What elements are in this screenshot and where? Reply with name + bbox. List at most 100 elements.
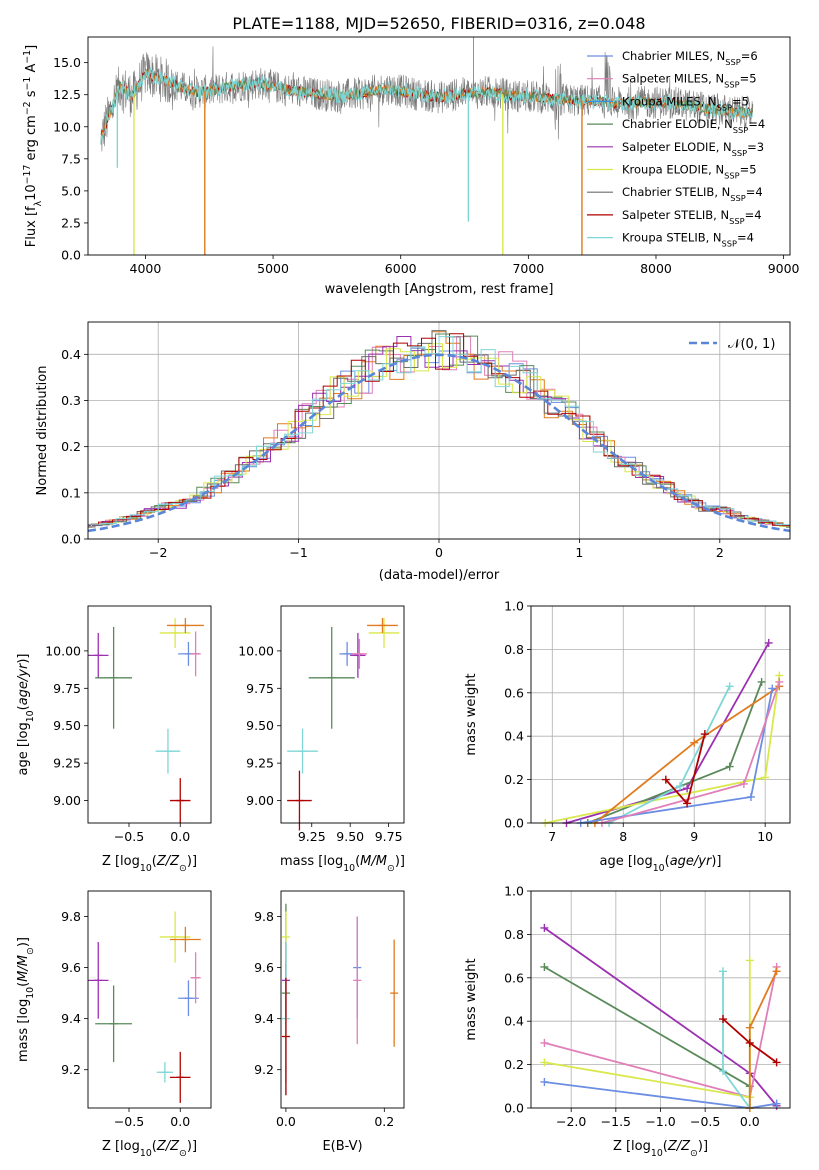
y-tick-label: 0.8 [504,927,524,942]
data-point [390,939,399,1047]
plus-marker [683,799,692,808]
data-point [88,632,109,678]
series-line [545,675,781,824]
x-tick-label: 8000 [640,261,672,276]
x-tick-label: 2 [716,545,724,560]
plus-marker [700,730,709,739]
data-point [156,1062,174,1083]
y-tick-label: 0.0 [504,1101,524,1116]
x-tick-label: 0 [435,545,443,560]
y-tick-label: 0.0 [61,248,81,263]
y-axis-label: Flux [fλ10−17 erg cm−2 s−1 A−1] [22,45,44,247]
y-tick-label: 5.0 [61,183,81,198]
x-tick-label: 0.2 [374,1114,394,1129]
axes-frame [530,605,791,824]
histogram-plot-area [88,330,790,533]
data-point [170,1051,191,1103]
x-tick-label: 0.0 [170,829,190,844]
x-tick-label: 5000 [257,261,289,276]
y-tick-label: 7.5 [61,151,81,166]
data-point [367,617,398,633]
plus-marker [772,1099,781,1108]
legend-label: Chabrier MILES, NSSP=6 [622,49,758,67]
panel-mass_vs_Z: −0.5 0.0 9.2 9.4 9.6 9.8 Z [log10(Z/Z⊙)] mass [… [16,890,212,1159]
y-tick-label: 9.6 [254,960,274,975]
y-tick-label: 0.6 [504,970,524,985]
y-tick-label: 0.2 [61,439,81,454]
x-tick-label: 0.0 [740,1114,760,1129]
panel-residuals: −2 −1 0 1 2 0.0 0.1 0.2 0.3 0.4 (data-model)/error… [35,321,791,583]
y-tick-label: 0.2 [504,772,524,787]
y-tick-label: 9.8 [254,909,274,924]
x-tick-label: −0.5 [114,1114,144,1129]
y-tick-label: 9.4 [254,1011,274,1026]
x-tick-label: 9.50 [336,829,364,844]
x-tick-label: −0.5 [114,829,144,844]
legend-label: Salpeter STELIB, NSSP=4 [622,208,762,226]
y-tick-label: 15.0 [53,55,81,70]
x-axis-label: Z [log10(Z/Z⊙)] [613,1139,708,1159]
y-tick-label: 0.2 [504,1057,524,1072]
legend-label: Chabrier ELODIE, NSSP=4 [622,117,765,135]
y-tick-label: 0.3 [61,393,81,408]
plus-marker [772,1058,781,1067]
figure-title: PLATE=1188, MJD=52650, FIBERID=0316, z=0… [232,14,645,33]
y-tick-label: 9.8 [61,909,81,924]
data-point [170,778,191,823]
plus-marker [661,775,670,784]
series-line [566,642,770,824]
axes-frame [87,605,212,824]
spectrum-legend: Chabrier MILES, NSSP=6 Salpeter MILES, NS… [587,49,765,249]
x-axis-label: E(B-V) [322,1139,362,1154]
plus-marker [772,967,781,976]
y-tick-label: 0.4 [504,729,524,744]
x-tick-label: −2 [149,545,167,560]
data-point [353,916,362,1045]
series-line [543,966,751,1108]
plus-marker [761,773,770,782]
x-tick-label: 0.0 [170,1114,190,1129]
plus-marker [676,782,685,791]
normal-distribution-curve [88,353,790,533]
plus-marker [745,1023,754,1032]
y-tick-label: 0.6 [504,685,524,700]
plus-marker [764,638,773,647]
spectrum-plot-area [100,37,754,255]
y-tick-label: 9.2 [254,1062,274,1077]
x-axis-label: (data-model)/error [379,568,500,583]
plus-marker [725,762,734,771]
plus-marker [775,677,784,686]
legend-label: Kroupa ELODIE, NSSP=5 [622,163,757,181]
plus-marker [746,792,755,801]
axes-frame [87,890,212,1109]
legend-label: Chabrier STELIB, NSSP=4 [622,185,763,203]
x-tick-label: 7000 [512,261,544,276]
y-tick-label: 0.8 [504,642,524,657]
x-tick-label: 4000 [130,261,162,276]
x-tick-label: 6000 [385,261,417,276]
axes-frame [87,321,791,540]
y-axis-label: Normed distribution [35,366,50,496]
x-tick-label: 0.0 [276,1114,296,1129]
plus-marker [690,738,699,747]
y-tick-label: 9.6 [61,960,81,975]
y-tick-label: 9.00 [53,793,81,808]
axes-frame [280,605,405,824]
mass-weight-series [583,677,766,827]
x-tick-label: 7 [548,829,556,844]
x-axis-label: wavelength [Angstrom, rest frame] [325,282,554,297]
x-tick-label: 9.25 [298,829,326,844]
plus-marker [739,779,748,788]
y-axis-label: mass weight [464,673,479,755]
data-point [368,617,400,648]
mass-weight-series [576,684,777,827]
y-tick-label: 12.5 [53,87,81,102]
data-point [190,631,201,677]
plus-marker [768,684,777,693]
x-tick-label: −2.0 [556,1114,586,1129]
data-point [350,632,366,678]
x-axis-label: age [log10(age/yr)] [599,854,721,874]
plus-marker [540,1038,549,1047]
panel-age_vs_Z: −0.5 0.0 9.00 9.25 9.50 9.75 10.00 Z [log10(Z/Z… [16,605,212,874]
